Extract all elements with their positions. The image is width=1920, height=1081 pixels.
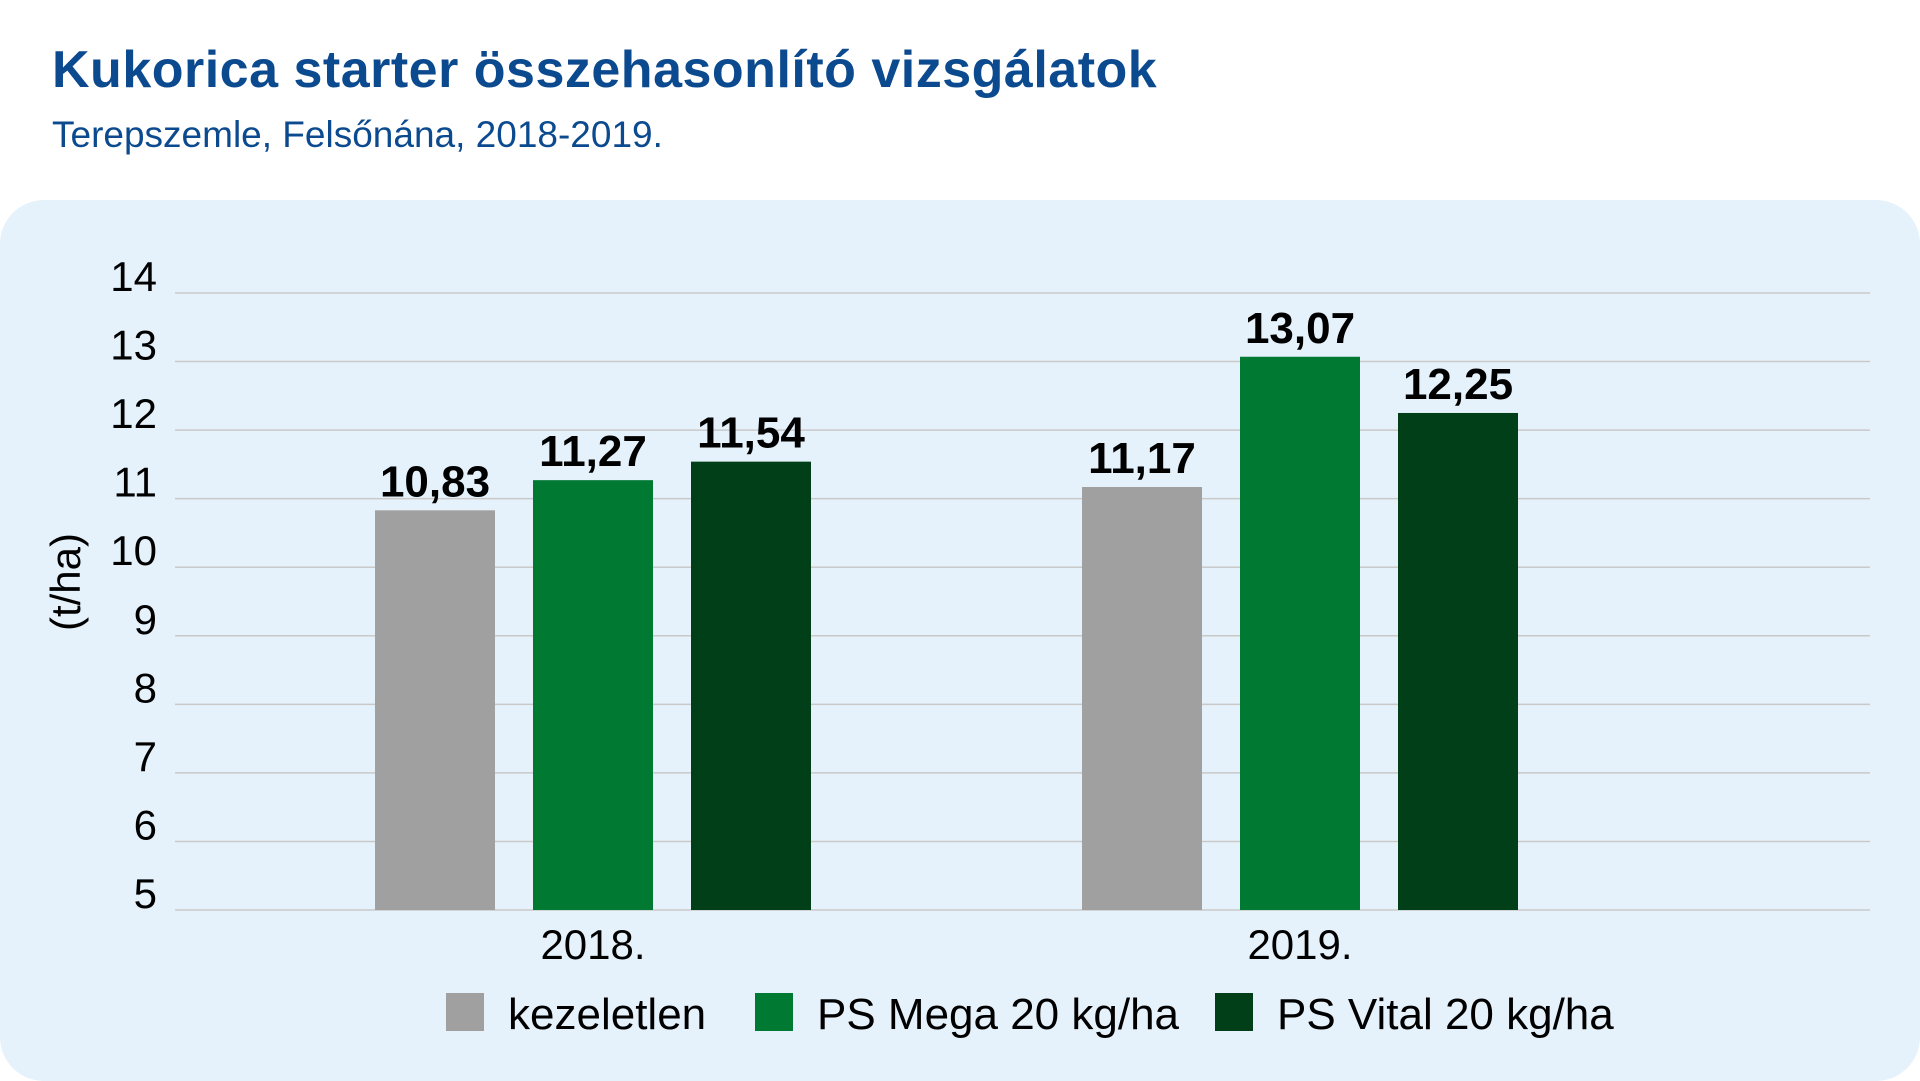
chart-panel: (t/ha) 5 6 7 8 9 10 11 12 13 14 10,83 11,27 11,54 11…: [0, 200, 1920, 1081]
legend-swatch-2: [1215, 993, 1253, 1031]
data-label-1-1: 13,07: [1245, 304, 1355, 353]
y-tick-label-11: 11: [113, 459, 157, 506]
legend-label-1: PS Mega 20 kg/ha: [817, 990, 1180, 1039]
y-tick-labels: 5 6 7 8 9 10 11 12 13 14: [110, 253, 157, 917]
y-tick-label-13: 13: [110, 322, 157, 369]
data-label-1-0: 11,17: [1088, 434, 1196, 483]
y-tick-label-5: 5: [134, 870, 157, 917]
chart-title: Kukorica starter összehasonlító vizsgála…: [52, 41, 1158, 99]
legend: kezeletlen PS Mega 20 kg/ha PS Vital 20 kg…: [446, 990, 1614, 1039]
data-label-0-0: 10,83: [380, 457, 490, 506]
y-axis-title: (t/ha): [42, 533, 89, 631]
data-label-1-2: 12,25: [1403, 360, 1513, 409]
bars: [375, 356, 1518, 910]
category-labels: 2018. 2019.: [540, 921, 1352, 968]
y-tick-label-8: 8: [134, 664, 157, 711]
data-labels: 10,83 11,27 11,54 11,17 13,07 12,25: [380, 304, 1513, 507]
x-tick-label-0: 2018.: [540, 921, 645, 968]
y-tick-label-12: 12: [110, 390, 157, 437]
legend-label-2: PS Vital 20 kg/ha: [1277, 990, 1614, 1039]
bar-1-1: [1240, 356, 1360, 910]
chart-subtitle: Terepszemle, Felsőnána, 2018-2019.: [52, 114, 663, 155]
legend-label-0: kezeletlen: [508, 990, 706, 1039]
x-tick-label-1: 2019.: [1247, 921, 1352, 968]
y-tick-label-7: 7: [134, 733, 157, 780]
legend-swatch-0: [446, 993, 484, 1031]
data-label-0-2: 11,54: [697, 409, 805, 458]
y-tick-label-6: 6: [134, 801, 157, 848]
bar-0-1: [533, 480, 653, 910]
bar-1-2: [1398, 412, 1518, 910]
y-tick-label-10: 10: [110, 527, 157, 574]
bar-chart: (t/ha) 5 6 7 8 9 10 11 12 13 14 10,83 11,27 11,54 11…: [42, 253, 1870, 1039]
bar-0-0: [375, 510, 495, 910]
bar-0-2: [691, 461, 811, 910]
legend-swatch-1: [755, 993, 793, 1031]
data-label-0-1: 11,27: [539, 427, 647, 476]
y-tick-label-14: 14: [110, 253, 157, 300]
bar-1-0: [1082, 487, 1202, 910]
y-tick-label-9: 9: [134, 596, 157, 643]
